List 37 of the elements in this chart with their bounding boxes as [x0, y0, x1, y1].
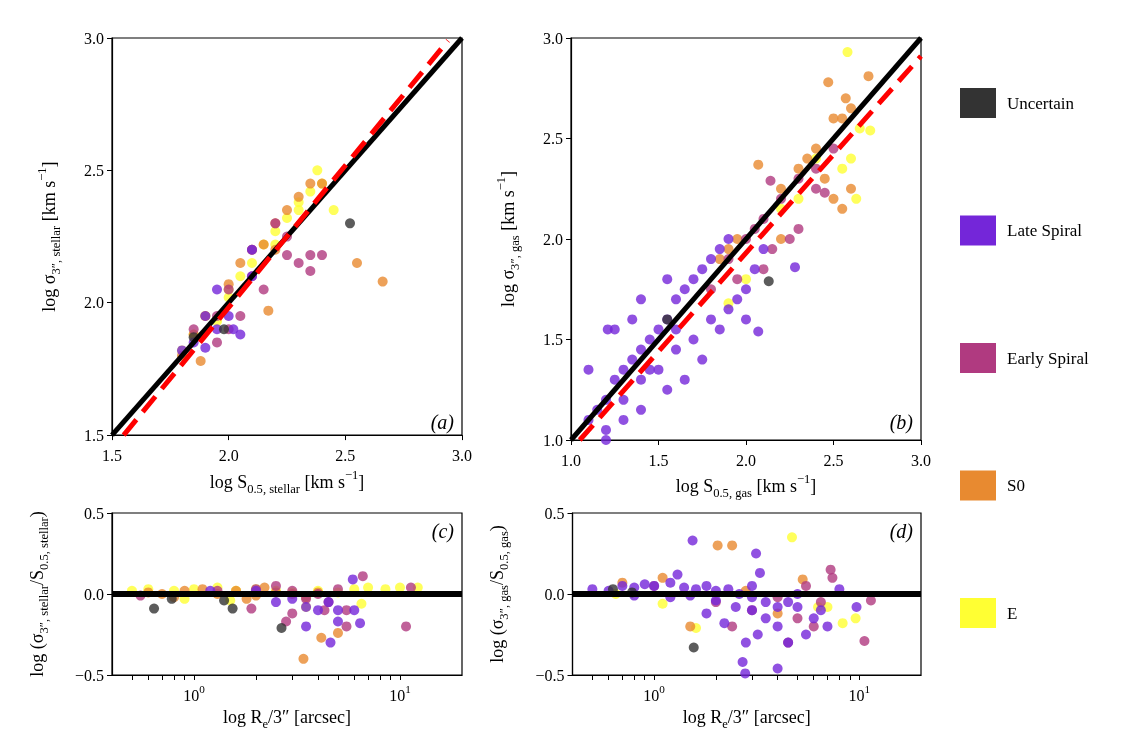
- legend-label: Uncertain: [1007, 93, 1075, 113]
- y-tick-label: 2.0: [543, 230, 563, 248]
- legend-label: Early Spiral: [1007, 348, 1089, 368]
- x-tick-label: 2.0: [736, 451, 756, 469]
- y-axis-title: log (σ3″, gas/S0.5, gas): [487, 525, 511, 663]
- y-tick-label: 2.5: [84, 161, 104, 179]
- x-tick-label: 3.0: [911, 451, 931, 469]
- x-tick-label: 2.0: [218, 446, 239, 464]
- annotation: (c): [431, 520, 455, 543]
- y-tick-label: 2.0: [84, 294, 104, 312]
- x-tick-label: 3.0: [452, 446, 472, 464]
- annotation: (d): [889, 520, 914, 543]
- legend-label: Late Spiral: [1007, 221, 1083, 240]
- y-axis-title: log σ3″, stellar [km s−1]: [34, 161, 63, 312]
- annotation: (b): [889, 411, 914, 434]
- y-tick-label: 1.5: [543, 331, 563, 348]
- y-tick-label: −0.5: [535, 666, 565, 684]
- legend-label: S0: [1007, 476, 1025, 495]
- y-tick-label: 3.0: [84, 29, 104, 47]
- y-tick-label: 0.5: [84, 504, 104, 522]
- x-tick-label: 2.5: [823, 451, 844, 469]
- y-tick-label: 1.0: [543, 431, 563, 449]
- x-tick-label: 1.5: [648, 451, 669, 469]
- annotation: (a): [430, 411, 455, 434]
- x-tick-label: 1.0: [561, 451, 581, 469]
- x-tick-label: 2.5: [335, 446, 356, 464]
- y-tick-label: 0.0: [84, 585, 104, 603]
- x-tick-label: 1.5: [102, 446, 122, 464]
- y-tick-label: 0.5: [544, 504, 565, 522]
- legend-label: E: [1007, 603, 1018, 623]
- y-axis-title: log (σ3″, stellar/S0.5, stellar): [26, 511, 51, 677]
- y-tick-label: 3.0: [543, 29, 563, 47]
- y-tick-label: −0.5: [74, 666, 104, 684]
- y-tick-label: 1.5: [84, 426, 104, 444]
- y-tick-label: 0.0: [544, 585, 565, 603]
- y-tick-label: 2.5: [543, 130, 563, 147]
- y-axis-title: log σ3″, gas [km s−1]: [493, 170, 522, 308]
